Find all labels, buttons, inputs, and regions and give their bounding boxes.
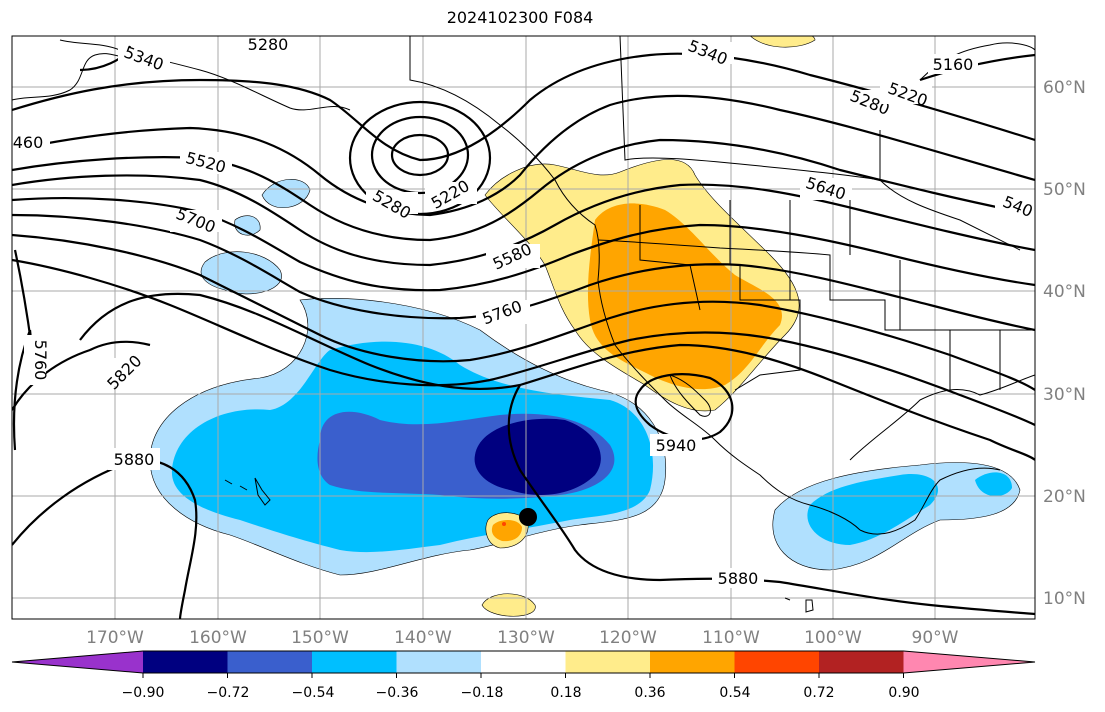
lon-label: 160°W (189, 628, 247, 648)
lat-label: 60°N (1043, 78, 1086, 98)
colorbar-extend-min (12, 651, 143, 673)
colorbar-swatch (734, 651, 820, 673)
graticule (12, 36, 1035, 619)
colorbar-tick-label: 0.18 (550, 685, 581, 701)
lat-label: 20°N (1043, 487, 1086, 507)
latitude-axis: 60°N 50°N 40°N 30°N 20°N 10°N (1043, 78, 1086, 609)
lat-label: 40°N (1043, 282, 1086, 302)
lat-label: 50°N (1043, 180, 1086, 200)
anomaly-orange-west-us (587, 203, 782, 390)
anomaly-navy (474, 418, 601, 495)
colorbar-tick-label: −0.72 (207, 685, 250, 701)
anomaly-orange-small (491, 519, 522, 542)
colorbar-swatch (227, 651, 313, 673)
contour-label-5160: 5160 (933, 55, 974, 74)
colorbar-tick-label: 0.54 (719, 685, 750, 701)
colorbar-tick-label: −0.36 (376, 685, 419, 701)
lon-label: 150°W (291, 628, 349, 648)
contour-label-5880-south: 5880 (718, 569, 759, 588)
lon-label: 140°W (394, 628, 452, 648)
contour-label-5940: 5940 (656, 436, 697, 455)
map-frame (11, 35, 1036, 620)
colorbar-tick-label: −0.54 (292, 685, 335, 701)
colorbar-swatch (481, 651, 566, 673)
contour-label-5880-west: 5880 (114, 450, 155, 469)
colorbar-swatch (819, 651, 904, 673)
colorbar-swatch (143, 651, 228, 673)
anomaly-light-blue-small (234, 215, 261, 236)
lon-label: 110°W (702, 628, 760, 648)
anomaly-light-blue-west (200, 251, 282, 295)
anomaly-yellow-arctic (749, 36, 816, 48)
longitude-axis: 170°W 160°W 150°W 140°W 130°W 120°W 110°… (86, 628, 959, 648)
colorbar-tick-label: 0.72 (803, 685, 834, 701)
colorbar-ticks: −0.90 −0.72 −0.54 −0.36 −0.18 0.18 0.36 … (122, 685, 920, 701)
contour-5220-low (370, 115, 470, 195)
anomaly-yellow-south (481, 593, 536, 617)
lon-label: 100°W (804, 628, 862, 648)
lon-label: 120°W (599, 628, 657, 648)
contour-label-5460-edge: 460 (13, 133, 44, 152)
colorbar-tick-label: −0.18 (461, 685, 504, 701)
colorbar (11, 650, 1036, 678)
contour-label-5280-north: 5280 (248, 35, 289, 54)
lat-label: 30°N (1043, 385, 1086, 405)
lon-label: 130°W (497, 628, 555, 648)
colorbar-swatch (565, 651, 651, 673)
colorbar-swatch (396, 651, 482, 673)
lat-label: 10°N (1043, 589, 1086, 609)
lon-label: 170°W (86, 628, 144, 648)
anomaly-medium-blue-mexico (807, 474, 939, 545)
contour-label-5760-vertical: 5760 (31, 340, 50, 381)
colorbar-tick-label: 0.90 (888, 685, 919, 701)
tropical-cyclone-marker (519, 508, 537, 526)
colorbar-extend-max (903, 651, 1035, 673)
colorbar-swatch (312, 651, 397, 673)
page-title: 2024102300 F084 (446, 8, 594, 27)
colorbar-tick-label: −0.90 (122, 685, 165, 701)
anomaly-red-dot (502, 522, 506, 526)
anomaly-light-blue-north (261, 179, 311, 209)
colorbar-swatch (650, 651, 735, 673)
colorbar-tick-label: 0.36 (634, 685, 665, 701)
anomaly-medium-blue-east (975, 472, 1012, 497)
lon-label: 90°W (912, 628, 959, 648)
